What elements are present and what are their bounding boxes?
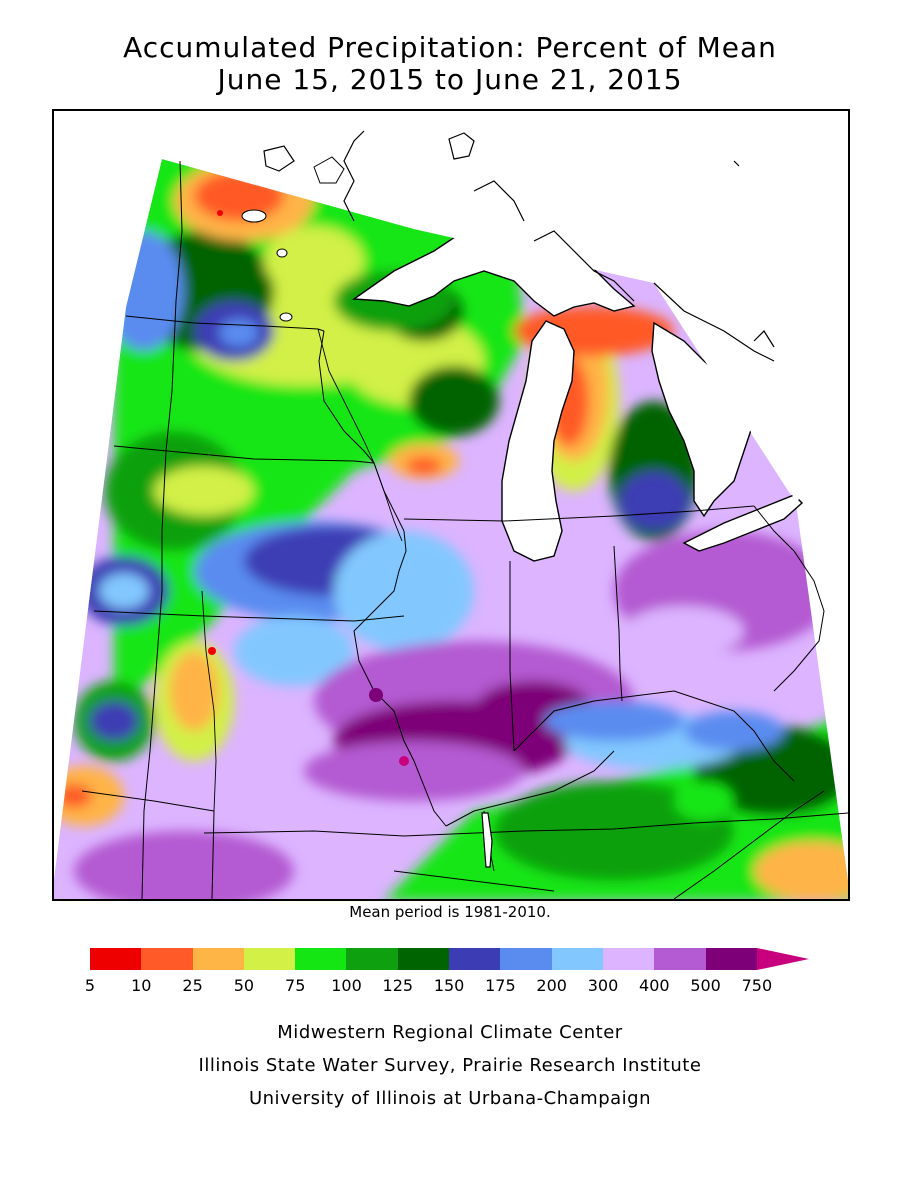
legend-swatch xyxy=(90,948,142,970)
legend-tick-label: 200 xyxy=(536,976,567,995)
legend-tick-label: 125 xyxy=(382,976,414,995)
canada-coastlines xyxy=(263,130,775,362)
legend-tick-label: 150 xyxy=(433,976,465,995)
credit-mrcc: Midwestern Regional Climate Center xyxy=(277,1022,623,1043)
legend-swatch xyxy=(397,948,450,970)
legend-tick-label: 500 xyxy=(690,976,721,995)
legend-swatch xyxy=(705,948,757,970)
outside-domain xyxy=(54,111,848,879)
mean-period-note: Mean period is 1981-2010. xyxy=(349,903,551,921)
legend-swatch xyxy=(295,948,347,970)
great-lakes xyxy=(351,220,804,562)
legend-tick-label: 50 xyxy=(233,976,255,995)
legend-swatch xyxy=(449,948,501,970)
legend-tick-label: 750 xyxy=(741,976,773,995)
legend-color-bar xyxy=(90,948,757,970)
legend-tick-label: 100 xyxy=(331,976,362,995)
legend-tick-label: 175 xyxy=(485,976,516,995)
state-boundaries xyxy=(81,160,848,899)
legend-swatch xyxy=(654,948,706,970)
map-title: Accumulated Precipitation: Percent of Me… xyxy=(123,31,777,64)
islands xyxy=(241,156,345,322)
precip-hotspots xyxy=(208,210,409,766)
legend-swatch xyxy=(346,948,398,970)
kentucky-lake xyxy=(481,812,493,868)
legend-tick-label: 300 xyxy=(587,976,619,995)
legend-tick-label: 400 xyxy=(639,976,670,995)
map-canvas xyxy=(54,111,848,899)
legend-swatch xyxy=(243,948,296,970)
legend-tick-label: 10 xyxy=(131,976,152,995)
legend-swatch xyxy=(500,948,552,970)
credit-isws: Illinois State Water Survey, Prairie Res… xyxy=(198,1055,702,1076)
credit-uiuc: University of Illinois at Urbana-Champai… xyxy=(248,1088,652,1109)
precipitation-map xyxy=(52,109,850,901)
legend-tick-label: 75 xyxy=(285,976,306,995)
legend-swatch xyxy=(192,948,244,970)
legend-tick-label: 25 xyxy=(182,976,203,995)
legend-swatch xyxy=(141,948,193,970)
legend-swatch xyxy=(551,948,603,970)
legend-swatch xyxy=(602,948,655,970)
legend-overflow-arrow xyxy=(756,948,809,970)
map-date-range: June 15, 2015 to June 21, 2015 xyxy=(217,63,683,96)
legend-tick-label: 5 xyxy=(84,976,96,995)
